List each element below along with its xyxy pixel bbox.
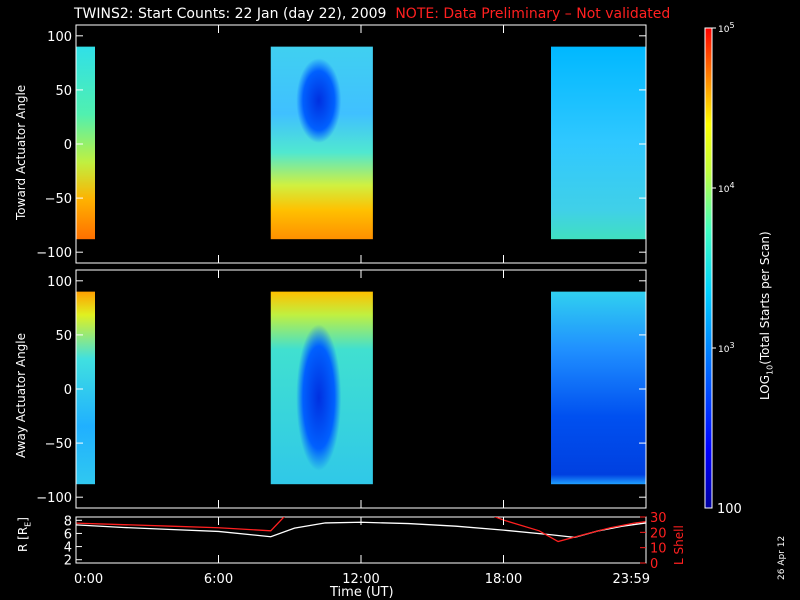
heatmap-block [551, 46, 646, 240]
xtick-label: 23:59 [613, 572, 650, 587]
ylabel-toward: Toward Actuator Angle [14, 84, 28, 220]
ytick-left-label: 4 [64, 541, 72, 556]
ytick-label: −100 [36, 491, 72, 506]
xtick-label: 6:00 [204, 572, 233, 587]
heatmap-feature [296, 58, 342, 143]
xlabel: Time (UT) [330, 585, 394, 600]
heatmap-block [76, 46, 95, 240]
ylabel-lshell: L Shell [672, 525, 686, 565]
ytick-left-label: 6 [64, 527, 72, 542]
ytick-label: 0 [64, 138, 72, 153]
ytick-right-label: 10 [650, 542, 667, 557]
ytick-label: 50 [55, 329, 72, 344]
colorbar-tick-label: 105 [718, 21, 735, 35]
colorbar-tick-label: 103 [718, 341, 735, 355]
ytick-label: −50 [45, 192, 72, 207]
ytick-label: 0 [64, 383, 72, 398]
heatmap-block [76, 291, 95, 485]
title-note: NOTE: Data Preliminary – Not validated [395, 6, 671, 22]
ytick-label: 100 [47, 30, 72, 45]
panel-toward: 100 50 0 −50 −100 [36, 24, 647, 264]
ytick-left-label: 2 [64, 554, 72, 569]
xtick-label: 0:00 [74, 572, 103, 587]
title-main: TWINS2: Start Counts: 22 Jan (day 22), 2… [74, 6, 387, 22]
ytick-label: 100 [47, 275, 72, 290]
ylabel-radius: R [RE] [16, 517, 33, 552]
xtick-label: 18:00 [485, 572, 522, 587]
chart-title: TWINS2: Start Counts: 22 Jan (day 22), 2… [74, 6, 670, 22]
colorbar-gradient [704, 27, 713, 509]
ytick-label: −100 [36, 246, 72, 261]
colorbar-label: LOG10(Total Starts per Scan) [758, 231, 775, 400]
heatmap-feature [296, 324, 342, 471]
xtick-label: 12:00 [342, 572, 379, 587]
colorbar-min-label: 100 [717, 502, 742, 517]
date-stamp: 26 Apr 12 [777, 535, 787, 580]
ylabel-away: Away Actuator Angle [14, 332, 28, 458]
ytick-left-label: 8 [64, 514, 72, 529]
heatmap-block [551, 291, 646, 485]
ytick-label: 50 [55, 84, 72, 99]
colorbar: 105 104 103 100 [704, 21, 742, 517]
ytick-label: −50 [45, 437, 72, 452]
colorbar-tick-label: 104 [718, 181, 735, 195]
panel-away: 100 50 0 −50 −100 [36, 269, 647, 509]
ytick-right-label: 0 [650, 557, 658, 572]
ytick-right-label: 20 [650, 526, 667, 541]
series-lshell-line [76, 517, 646, 543]
ytick-right-label: 30 [650, 511, 667, 526]
